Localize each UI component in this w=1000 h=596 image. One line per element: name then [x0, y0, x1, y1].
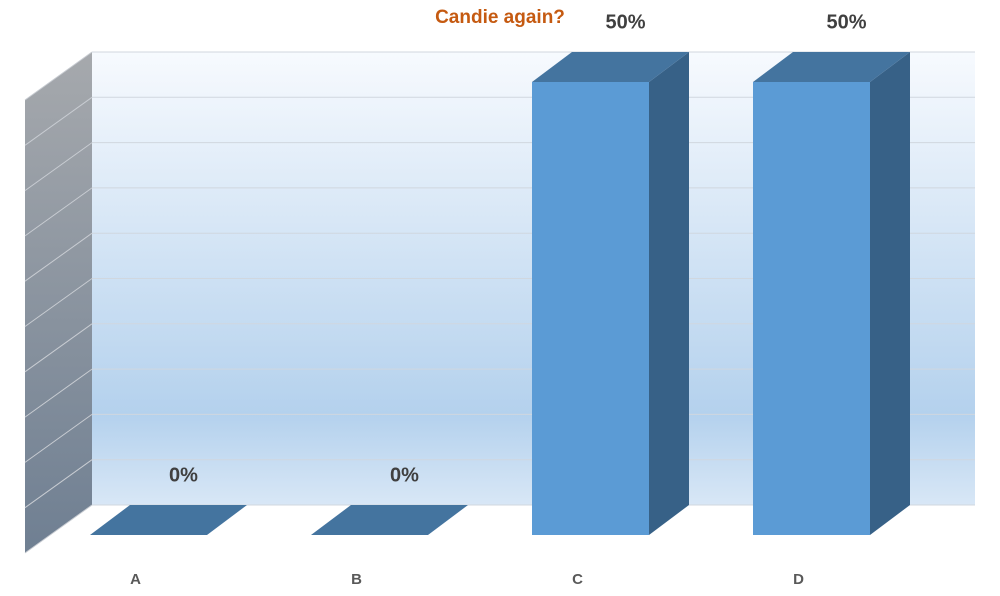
side-grid-line — [24, 232, 93, 282]
bar-side — [870, 52, 910, 535]
value-label: 50% — [605, 11, 645, 33]
side-grid-line — [24, 142, 93, 192]
value-label: 0% — [390, 464, 419, 486]
bar-top — [311, 505, 468, 535]
x-tick-label: B — [351, 571, 362, 588]
side-grid-line — [24, 51, 93, 101]
value-label: 50% — [826, 11, 866, 33]
bar — [753, 82, 870, 535]
side-grid-line — [24, 413, 93, 463]
side-grid-line — [24, 368, 93, 418]
side-grid-line — [24, 323, 93, 373]
bar-top — [532, 52, 689, 82]
side-grid-line — [24, 459, 93, 509]
bar-top — [753, 52, 910, 82]
side-grid-line — [24, 96, 93, 146]
bar — [532, 82, 649, 535]
side-grid-line — [24, 504, 93, 554]
value-label: 0% — [169, 464, 198, 486]
bar-side — [649, 52, 689, 535]
side-grid-line — [24, 278, 93, 327]
x-tick-label: C — [572, 571, 583, 588]
chart-title: Candie again? — [435, 7, 565, 28]
bar-top — [90, 505, 247, 535]
side-grid-line — [24, 187, 93, 237]
x-tick-label: D — [793, 571, 804, 588]
x-tick-label: A — [130, 571, 141, 588]
